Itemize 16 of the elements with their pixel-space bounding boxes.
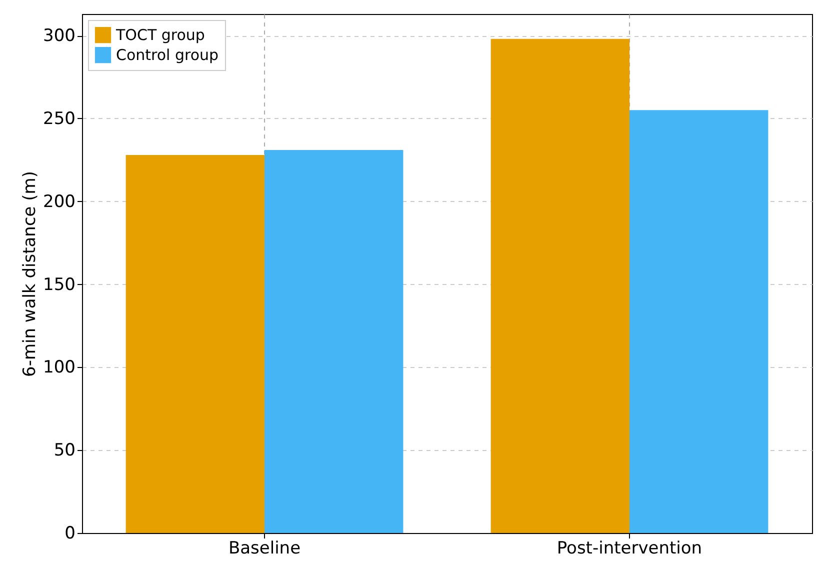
legend-label: Control group <box>116 46 219 64</box>
y-tick-label: 150 <box>43 274 76 295</box>
y-tick-label: 300 <box>43 26 76 46</box>
y-tick-label: 0 <box>64 524 76 544</box>
x-tick-label: Post-intervention <box>556 538 702 558</box>
x-tick-label: Baseline <box>228 538 301 558</box>
legend-label: TOCT group <box>115 26 205 44</box>
y-tick-label: 200 <box>43 192 76 212</box>
bar <box>490 38 630 533</box>
bar <box>264 150 404 533</box>
bar <box>630 110 768 533</box>
y-tick-label: 50 <box>54 440 76 461</box>
y-tick-label: 250 <box>43 108 76 129</box>
bar <box>126 154 264 533</box>
y-tick-label: 100 <box>43 358 76 378</box>
y-axis-title: 6-min walk distance (m) <box>20 171 40 377</box>
